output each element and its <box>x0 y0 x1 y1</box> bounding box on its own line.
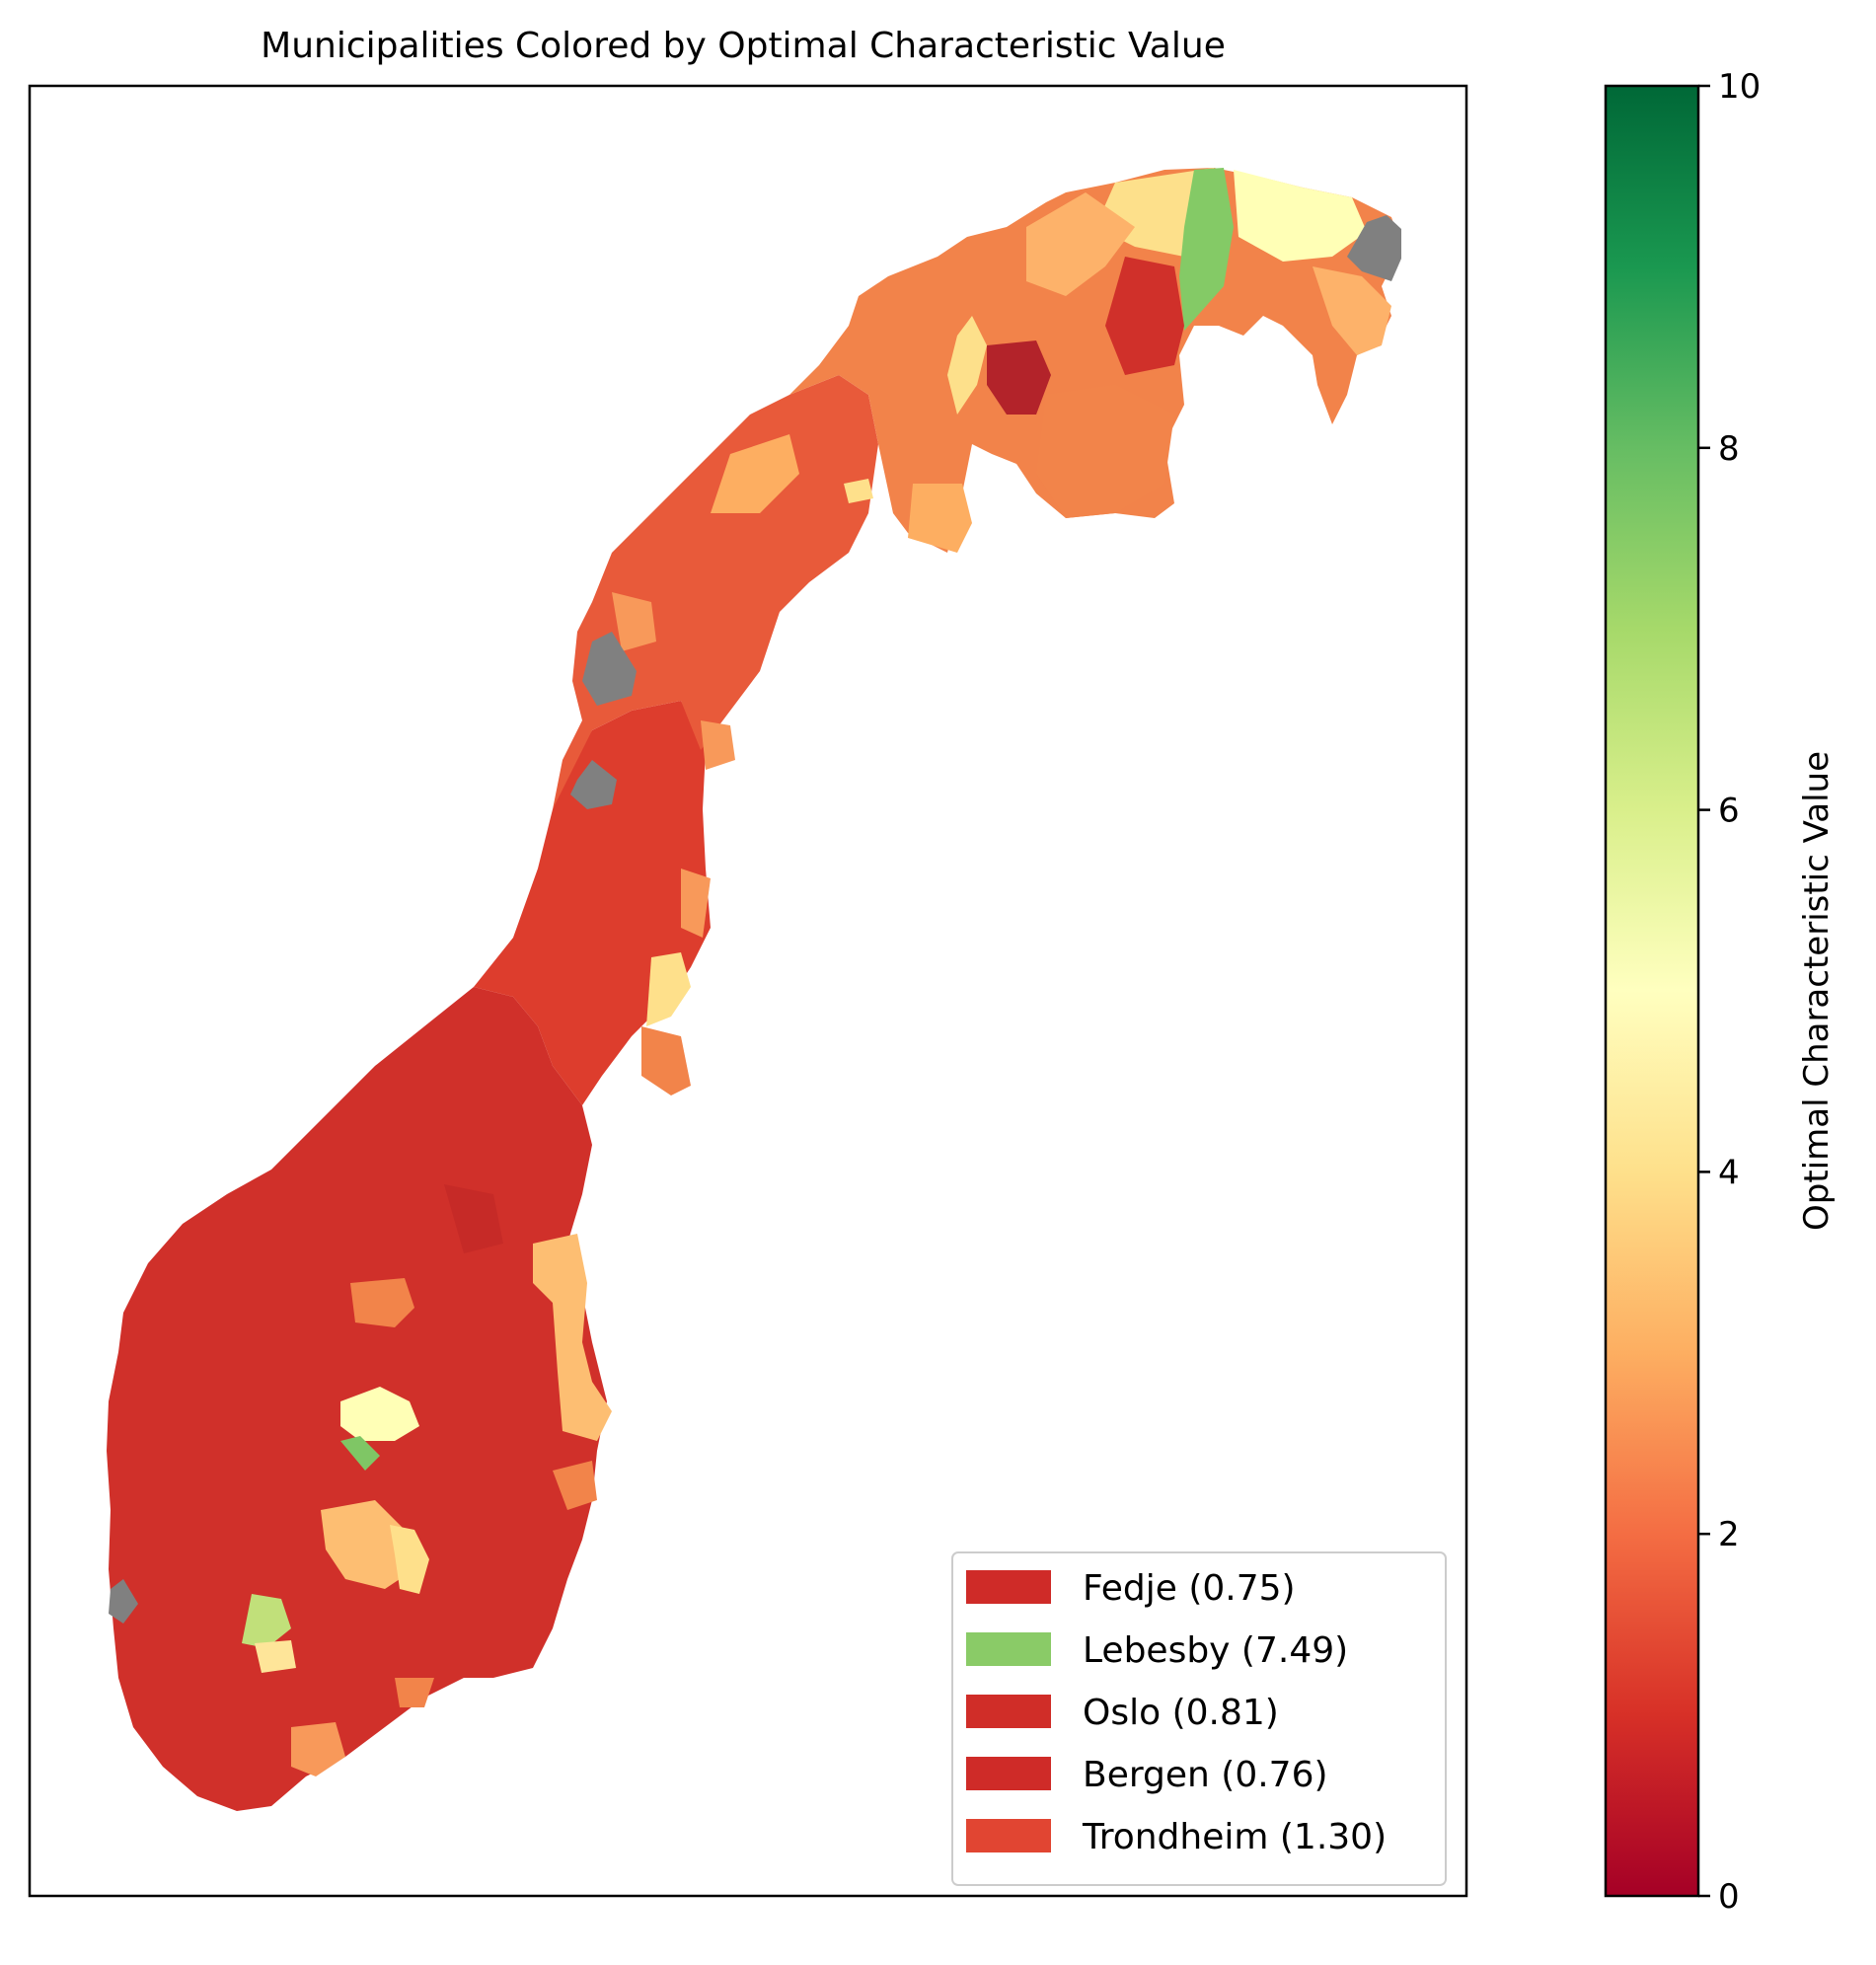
legend-label: Lebesby (7.49) <box>1083 1630 1348 1671</box>
patch-hedmark-orange <box>533 1234 612 1441</box>
patch-agder-orange-2 <box>395 1678 434 1707</box>
patch-telemark-yellow <box>390 1525 429 1594</box>
colorbar-tick-label: 10 <box>1718 67 1761 107</box>
region-finnmark <box>789 168 1401 553</box>
patch-agder-orange <box>291 1722 345 1776</box>
colorbar-ticks: 0 2 4 6 8 10 <box>1698 67 1761 1917</box>
legend-swatch <box>966 1757 1051 1790</box>
patch-lebesby <box>1179 168 1234 331</box>
colorbar: 0 2 4 6 8 10 Optimal Characteristic Value <box>1604 67 1837 1917</box>
chart-title: Municipalities Colored by Optimal Charac… <box>261 26 1226 66</box>
patch-central-orange <box>641 1026 691 1096</box>
patch-central-yellow <box>646 952 691 1026</box>
patch-troms-dark <box>987 340 1051 415</box>
patch-hardanger-green <box>340 1436 380 1471</box>
patch-central-orange-2 <box>681 869 711 938</box>
colorbar-label: Optimal Characteristic Value <box>1797 751 1837 1231</box>
patch-rogaland-yellow <box>255 1640 296 1673</box>
patch-south-orange <box>350 1278 414 1327</box>
no-data-region-1 <box>1347 215 1401 281</box>
patch-nordland-orange-2 <box>908 484 972 553</box>
no-data-region-4 <box>109 1579 138 1624</box>
patch-rogaland-green <box>242 1594 291 1648</box>
colorbar-tick-label: 2 <box>1718 1515 1740 1554</box>
patch-hardanger-yellow <box>340 1387 419 1441</box>
legend-label: Bergen (0.76) <box>1083 1755 1328 1795</box>
patch-nordland-orange-3 <box>612 592 656 651</box>
patch-nordland-orange-4 <box>701 720 735 770</box>
legend-label: Trondheim (1.30) <box>1082 1817 1387 1857</box>
patch-finnmark-west <box>1026 192 1135 296</box>
patch-troms-yellow <box>947 316 987 415</box>
colorbar-gradient <box>1604 84 1700 1898</box>
patch-nordland-orange <box>711 434 799 513</box>
patch-telemark-orange <box>321 1500 414 1589</box>
colorbar-tick-label: 0 <box>1718 1877 1740 1917</box>
patch-oppland-dark <box>444 1184 503 1253</box>
patch-troms-red <box>1105 257 1184 375</box>
legend-label: Oslo (0.81) <box>1083 1693 1279 1733</box>
map-axes-frame <box>28 84 1468 1898</box>
patch-vestfold-orange <box>553 1461 597 1510</box>
region-nordland <box>553 375 878 809</box>
legend-swatch <box>966 1695 1051 1728</box>
patch-nordland-yellow-small <box>844 479 873 503</box>
colorbar-tick-label: 4 <box>1718 1153 1740 1192</box>
patch-finnmark-northeast <box>1234 170 1367 262</box>
legend-frame <box>951 1551 1447 1886</box>
no-data-region-3 <box>570 760 617 809</box>
colorbar-tick-label: 8 <box>1718 429 1740 469</box>
no-data-region-2 <box>582 632 637 706</box>
colorbar-tick-label: 6 <box>1718 792 1740 831</box>
legend-swatch <box>966 1570 1051 1604</box>
patch-troms-midorange <box>1036 385 1174 518</box>
legend-swatch <box>966 1819 1051 1852</box>
patch-finnmark-east-orange <box>1313 266 1391 355</box>
legend-label: Fedje (0.75) <box>1083 1568 1296 1609</box>
legend-swatch <box>966 1632 1051 1666</box>
norway-map <box>107 168 1401 1811</box>
legend: Fedje (0.75) Lebesby (7.49) Oslo (0.81) Ber… <box>951 1551 1447 1886</box>
